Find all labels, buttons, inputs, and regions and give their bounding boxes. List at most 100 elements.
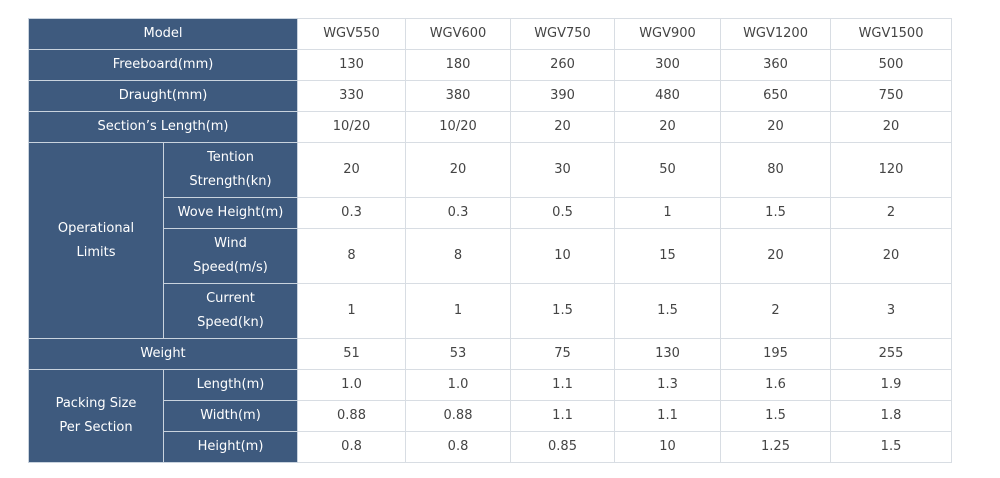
- value-cell: 130: [297, 49, 407, 81]
- value-cell: 20: [297, 142, 407, 198]
- group-cell-text: Operational Limits: [57, 220, 135, 260]
- row-label: Section’s Length(m): [27, 111, 299, 143]
- value-cell: 195: [720, 338, 832, 370]
- value-cell: 500: [830, 49, 953, 81]
- model-cell: WGV1500: [830, 18, 953, 50]
- value-cell: 1.8: [830, 400, 953, 432]
- header-cell: Model: [27, 18, 299, 50]
- table-row: Draught(mm) 330 380 390 480 650 750: [27, 80, 953, 112]
- value-cell: 0.8: [405, 431, 512, 463]
- value-cell: 51: [297, 338, 407, 370]
- table-row: Freeboard(mm) 130 180 260 300 360 500: [27, 49, 953, 81]
- table-row: Weight 51 53 75 130 195 255: [27, 338, 953, 370]
- row-label: Draught(mm): [27, 80, 299, 112]
- value-cell: 1.6: [720, 369, 832, 401]
- table-row: Packing Size Per Section Length(m) 1.0 1.0 1…: [28, 369, 953, 463]
- value-cell: 10: [510, 228, 616, 284]
- value-cell: 1.5: [720, 197, 832, 229]
- value-cell: 260: [510, 49, 616, 81]
- row-label: Height(m): [162, 431, 299, 463]
- value-cell: 8: [405, 228, 512, 284]
- value-cell: 50: [614, 142, 722, 198]
- value-cell: 0.5: [510, 197, 616, 229]
- value-cell: 0.85: [510, 431, 616, 463]
- table-row: Wind Speed(m/s) 8 8 10 15 20 20: [29, 228, 953, 284]
- table-row: Height(m) 0.8 0.8 0.85 10 1.25 1.5: [29, 431, 953, 463]
- value-cell: 1: [614, 197, 722, 229]
- value-cell: 20: [510, 111, 616, 143]
- row-label: Wind Speed(m/s): [162, 228, 299, 284]
- value-cell: 8: [297, 228, 407, 284]
- value-cell: 180: [405, 49, 512, 81]
- row-label: Weight: [27, 338, 299, 370]
- value-cell: 1.5: [830, 431, 953, 463]
- value-cell: 120: [830, 142, 953, 198]
- model-cell: WGV600: [405, 18, 512, 50]
- row-label: Width(m): [162, 400, 299, 432]
- value-cell: 15: [614, 228, 722, 284]
- value-cell: 2: [720, 283, 832, 339]
- value-cell: 0.3: [405, 197, 512, 229]
- value-cell: 1.1: [614, 400, 722, 432]
- value-cell: 1.5: [720, 400, 832, 432]
- value-cell: 0.88: [297, 400, 407, 432]
- value-cell: 130: [614, 338, 722, 370]
- value-cell: 10/20: [297, 111, 407, 143]
- table-row: Wove Height(m) 0.3 0.3 0.5 1 1.5 2: [29, 197, 953, 229]
- row-label-text: Tention Strength(kn): [189, 150, 272, 189]
- value-cell: 1.25: [720, 431, 832, 463]
- value-cell: 1.0: [405, 369, 512, 401]
- model-cell: WGV550: [297, 18, 407, 50]
- value-cell: 20: [405, 142, 512, 198]
- group-cell: Packing Size Per Section: [28, 369, 164, 463]
- value-cell: 20: [614, 111, 722, 143]
- row-label: Tention Strength(kn): [162, 142, 299, 198]
- value-cell: 20: [830, 228, 953, 284]
- value-cell: 75: [510, 338, 616, 370]
- model-cell: WGV900: [614, 18, 722, 50]
- model-cell: WGV750: [510, 18, 616, 50]
- value-cell: 1: [297, 283, 407, 339]
- value-cell: 1.0: [297, 369, 407, 401]
- value-cell: 20: [720, 228, 832, 284]
- spec-table: Model WGV550 WGV600 WGV750 WGV900 WGV1200 WGV1…: [27, 18, 953, 463]
- value-cell: 80: [720, 142, 832, 198]
- row-label: Length(m): [162, 369, 299, 401]
- value-cell: 2: [830, 197, 953, 229]
- value-cell: 330: [297, 80, 407, 112]
- value-cell: 1.3: [614, 369, 722, 401]
- value-cell: 20: [720, 111, 832, 143]
- row-label: Freeboard(mm): [27, 49, 299, 81]
- value-cell: 10/20: [405, 111, 512, 143]
- table-row: Section’s Length(m) 10/20 10/20 20 20 20 20: [27, 111, 953, 143]
- value-cell: 1.5: [614, 283, 722, 339]
- row-label-text: Wind Speed(m/s): [193, 236, 268, 275]
- table-body: Model WGV550 WGV600 WGV750 WGV900 WGV1200 WGV1…: [27, 18, 953, 463]
- value-cell: 360: [720, 49, 832, 81]
- value-cell: 1: [405, 283, 512, 339]
- value-cell: 650: [720, 80, 832, 112]
- value-cell: 3: [830, 283, 953, 339]
- value-cell: 750: [830, 80, 953, 112]
- value-cell: 30: [510, 142, 616, 198]
- value-cell: 20: [830, 111, 953, 143]
- value-cell: 380: [405, 80, 512, 112]
- row-label-text: Current Speed(kn): [197, 291, 264, 330]
- value-cell: 1.9: [830, 369, 953, 401]
- table-row: Current Speed(kn) 1 1 1.5 1.5 2 3: [29, 283, 953, 339]
- table-row: Width(m) 0.88 0.88 1.1 1.1 1.5 1.8: [29, 400, 953, 432]
- value-cell: 0.88: [405, 400, 512, 432]
- table-row: Model WGV550 WGV600 WGV750 WGV900 WGV1200 WGV1…: [27, 18, 953, 50]
- value-cell: 300: [614, 49, 722, 81]
- table-row: Operational Limits Tention Strength(kn) 20…: [28, 142, 953, 339]
- value-cell: 390: [510, 80, 616, 112]
- value-cell: 10: [614, 431, 722, 463]
- value-cell: 53: [405, 338, 512, 370]
- model-cell: WGV1200: [720, 18, 832, 50]
- value-cell: 1.5: [510, 283, 616, 339]
- row-label: Current Speed(kn): [162, 283, 299, 339]
- group-cell: Operational Limits: [28, 142, 164, 339]
- value-cell: 255: [830, 338, 953, 370]
- group-cell-text: Packing Size Per Section: [55, 396, 137, 435]
